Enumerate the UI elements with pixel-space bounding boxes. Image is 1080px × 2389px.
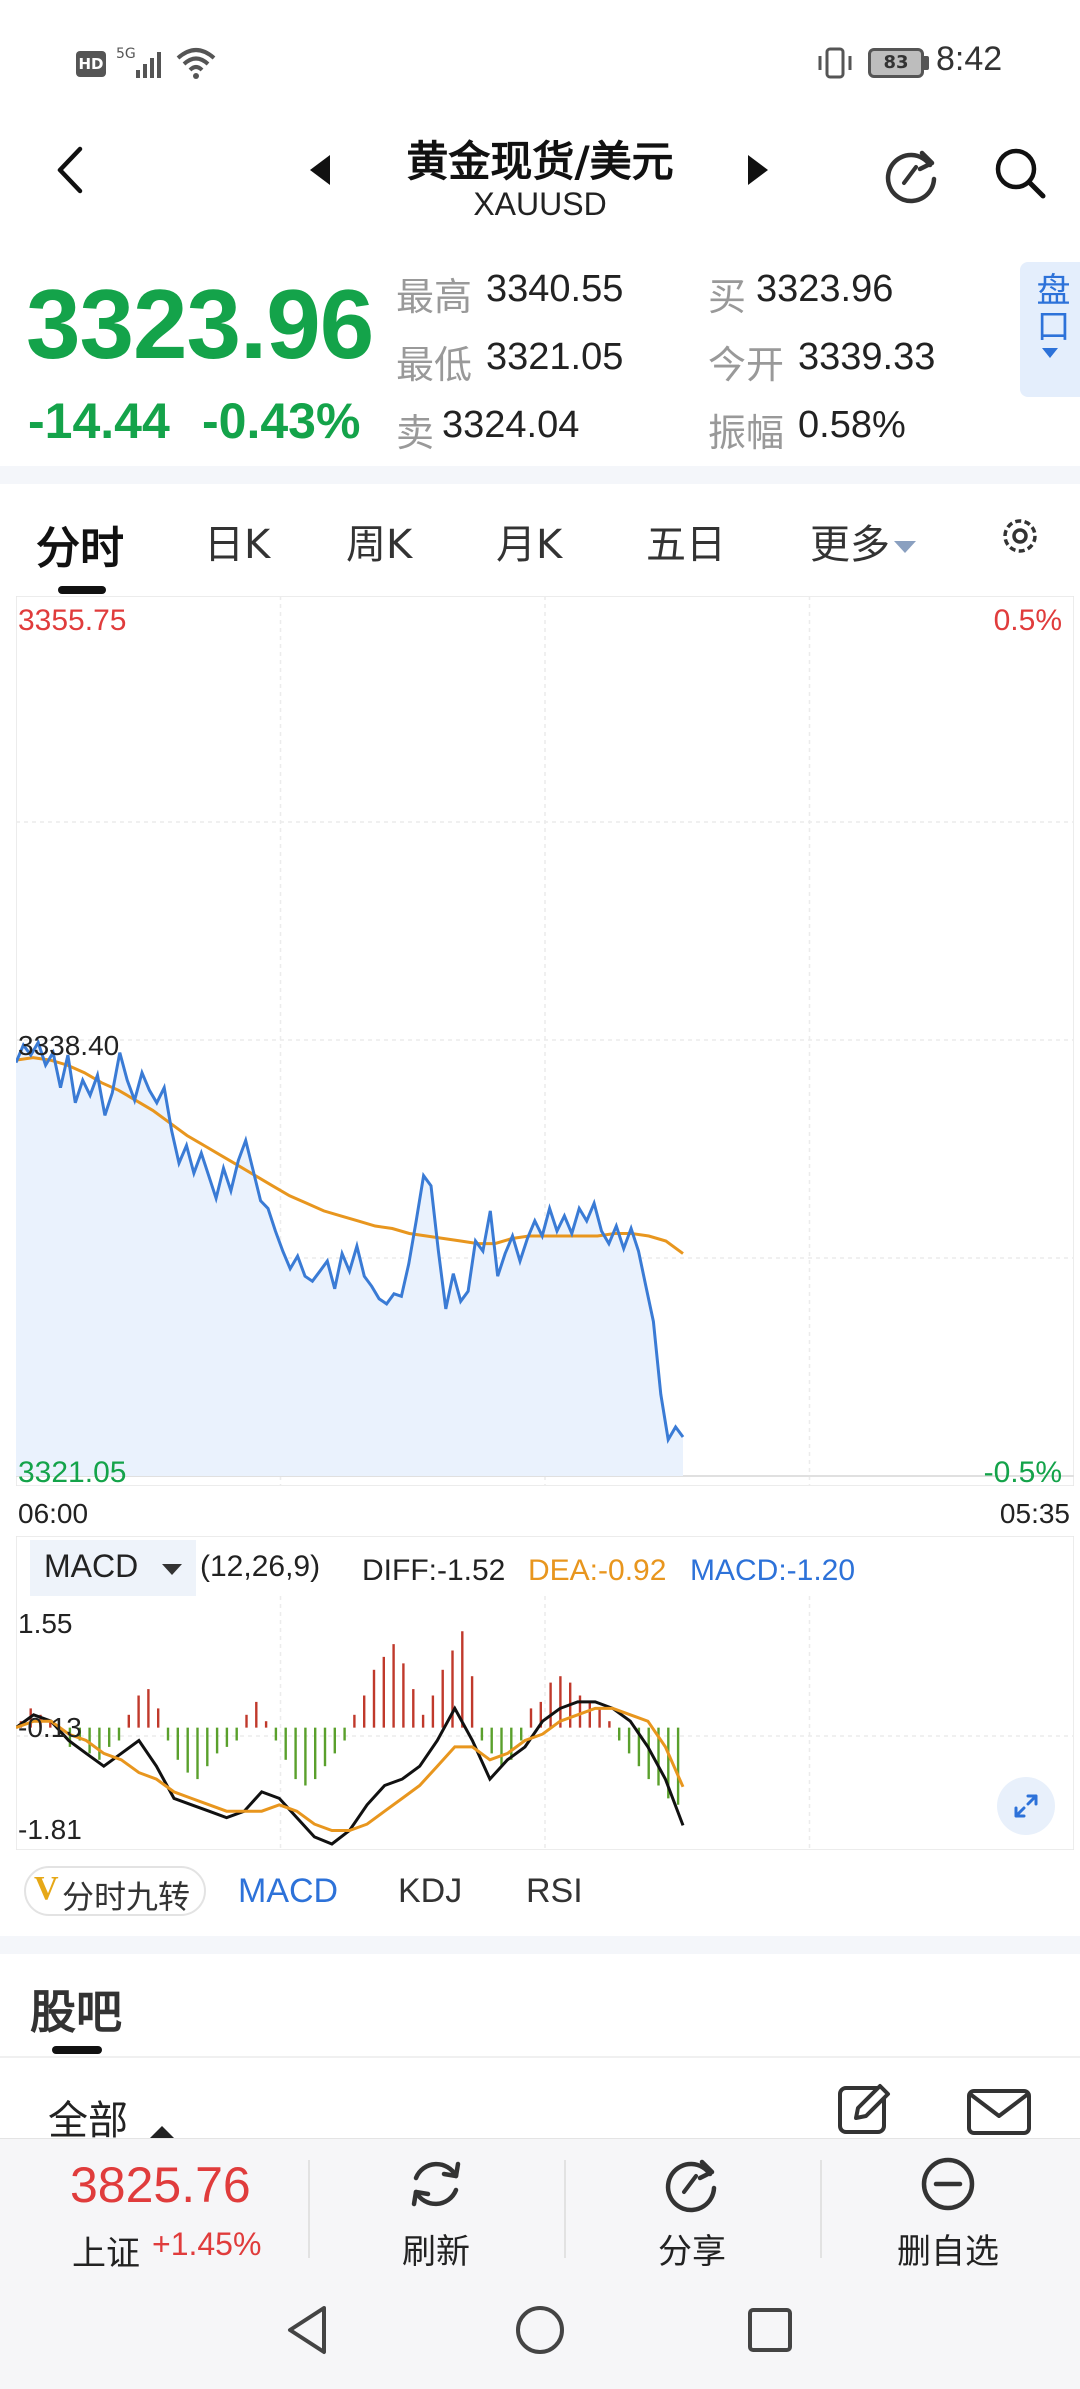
caret-up-icon bbox=[150, 2126, 174, 2138]
pct-axis-top-label: 0.5% bbox=[993, 604, 1062, 637]
remove-watchlist-label: 删自选 bbox=[897, 2232, 999, 2272]
tab-nine-turn[interactable]: V 分时九转 bbox=[24, 1866, 206, 1916]
triangle-down-icon bbox=[894, 541, 916, 553]
macd-y-bottom: -1.81 bbox=[18, 1814, 82, 1845]
minus-circle-icon bbox=[921, 2157, 975, 2211]
refresh-share-icon[interactable] bbox=[882, 145, 942, 205]
active-tab-indicator bbox=[58, 586, 106, 594]
refresh-label: 刷新 bbox=[402, 2232, 470, 2272]
edit-post-icon[interactable] bbox=[836, 2080, 892, 2136]
nav-home-icon[interactable] bbox=[514, 2304, 566, 2356]
tab-daily-k[interactable]: 日K bbox=[204, 522, 271, 568]
stat-ask-value: 3324.04 bbox=[442, 404, 580, 446]
stat-low-label: 最低 bbox=[396, 343, 473, 387]
signal-icon bbox=[136, 52, 161, 78]
guba-filter-all[interactable]: 全部 bbox=[48, 2098, 128, 2144]
price-change: -14.44 bbox=[28, 393, 170, 449]
indicator-selector[interactable]: MACD bbox=[30, 1540, 196, 1596]
message-icon[interactable] bbox=[966, 2088, 1032, 2136]
divider bbox=[564, 2160, 566, 2258]
stat-high-label: 最高 bbox=[396, 275, 473, 319]
network-type-label: 5G bbox=[116, 46, 136, 62]
pct-axis-bottom-label: -0.5% bbox=[983, 1456, 1062, 1489]
refresh-button[interactable]: 刷新 bbox=[336, 2154, 536, 2274]
y-axis-top-label: 3355.75 bbox=[18, 604, 127, 637]
index-change: +1.45% bbox=[152, 2226, 262, 2262]
section-divider bbox=[0, 466, 1080, 484]
stat-bid-label: 买 bbox=[708, 275, 747, 319]
y-axis-mid-label: 3338.40 bbox=[18, 1030, 120, 1061]
tab-more-label: 更多 bbox=[810, 522, 890, 568]
stat-high-value: 3340.55 bbox=[486, 268, 624, 310]
search-icon[interactable] bbox=[992, 145, 1048, 201]
price-area-fill bbox=[16, 1042, 683, 1476]
tab-monthly-k[interactable]: 月K bbox=[496, 522, 563, 568]
stat-amplitude-value: 0.58% bbox=[798, 404, 906, 446]
tab-kdj[interactable]: KDJ bbox=[398, 1872, 463, 1910]
guba-title[interactable]: 股吧 bbox=[30, 1985, 122, 2039]
stat-low-value: 3321.05 bbox=[486, 336, 624, 378]
tab-macd[interactable]: MACD bbox=[238, 1872, 339, 1910]
stat-bid-value: 3323.96 bbox=[756, 268, 894, 310]
bottom-toolbar bbox=[0, 2138, 1080, 2389]
tab-more[interactable]: 更多 bbox=[810, 512, 916, 570]
price-change-pct: -0.43% bbox=[202, 393, 361, 449]
macd-y-top: 1.55 bbox=[18, 1608, 73, 1639]
share-label: 分享 bbox=[658, 2232, 726, 2272]
tab-rsi[interactable]: RSI bbox=[526, 1872, 583, 1910]
stat-ask-label: 卖 bbox=[396, 411, 435, 455]
clock: 8:42 bbox=[936, 40, 1003, 78]
symbol-code: XAUUSD bbox=[473, 186, 607, 222]
remove-watchlist-button[interactable]: 删自选 bbox=[848, 2154, 1048, 2274]
tab-intraday[interactable]: 分时 bbox=[36, 523, 124, 574]
expand-icon[interactable] bbox=[996, 1776, 1056, 1836]
pankou-label: 盘口 bbox=[1030, 272, 1070, 344]
y-axis-bottom-label: 3321.05 bbox=[18, 1456, 127, 1489]
vibrate-icon bbox=[818, 47, 852, 79]
share-button[interactable]: 分享 bbox=[592, 2154, 792, 2274]
hd-badge: HD bbox=[76, 51, 106, 77]
stat-open-label: 今开 bbox=[708, 343, 785, 387]
chevron-down-icon bbox=[162, 1564, 182, 1575]
macd-dea-line bbox=[16, 1706, 685, 1832]
index-value[interactable]: 3825.76 bbox=[70, 2157, 251, 2213]
indicator-selector-label: MACD bbox=[44, 1548, 139, 1584]
refresh-icon bbox=[411, 2161, 461, 2207]
x-axis-start-label: 06:00 bbox=[18, 1498, 89, 1529]
divider bbox=[308, 2160, 310, 2258]
intraday-price-chart[interactable] bbox=[16, 596, 1074, 1486]
macd-dea-value: DEA:-0.92 bbox=[528, 1554, 667, 1587]
battery-tip bbox=[924, 56, 929, 70]
current-price: 3323.96 bbox=[26, 269, 374, 379]
macd-y-mid: -0.13 bbox=[18, 1712, 82, 1743]
macd-params: (12,26,9) bbox=[200, 1550, 321, 1583]
v-badge-icon: V bbox=[34, 1870, 59, 1907]
nav-back-icon[interactable] bbox=[284, 2304, 332, 2356]
tab-nine-turn-label: 分时九转 bbox=[62, 1878, 191, 1916]
tab-weekly-k[interactable]: 周K bbox=[346, 522, 413, 568]
index-name: 上证 bbox=[72, 2234, 140, 2274]
nav-recents-icon[interactable] bbox=[746, 2306, 794, 2354]
battery-icon: 83 bbox=[868, 48, 924, 78]
macd-macd-value: MACD:-1.20 bbox=[690, 1554, 856, 1587]
tab-five-day[interactable]: 五日 bbox=[646, 522, 726, 568]
x-axis-end-label: 05:35 bbox=[999, 1498, 1070, 1529]
chevron-down-icon bbox=[1042, 348, 1058, 358]
next-symbol-icon[interactable] bbox=[748, 155, 768, 185]
share-icon bbox=[665, 2159, 717, 2213]
price-line bbox=[16, 1038, 685, 1444]
section-divider bbox=[0, 1936, 1080, 1954]
divider bbox=[820, 2160, 822, 2258]
divider bbox=[0, 2056, 1080, 2058]
guba-tab-indicator bbox=[52, 2046, 102, 2054]
stat-open-value: 3339.33 bbox=[798, 336, 936, 378]
macd-diff-value: DIFF:-1.52 bbox=[362, 1554, 506, 1587]
pankou-button[interactable]: 盘口 bbox=[1020, 262, 1080, 397]
settings-gear-icon[interactable] bbox=[998, 514, 1042, 558]
wifi-icon bbox=[176, 48, 216, 79]
prev-symbol-icon[interactable] bbox=[310, 155, 330, 185]
stat-amplitude-label: 振幅 bbox=[708, 411, 785, 455]
page-title: 黄金现货/美元 bbox=[406, 137, 674, 186]
back-arrow-icon[interactable] bbox=[52, 145, 88, 195]
